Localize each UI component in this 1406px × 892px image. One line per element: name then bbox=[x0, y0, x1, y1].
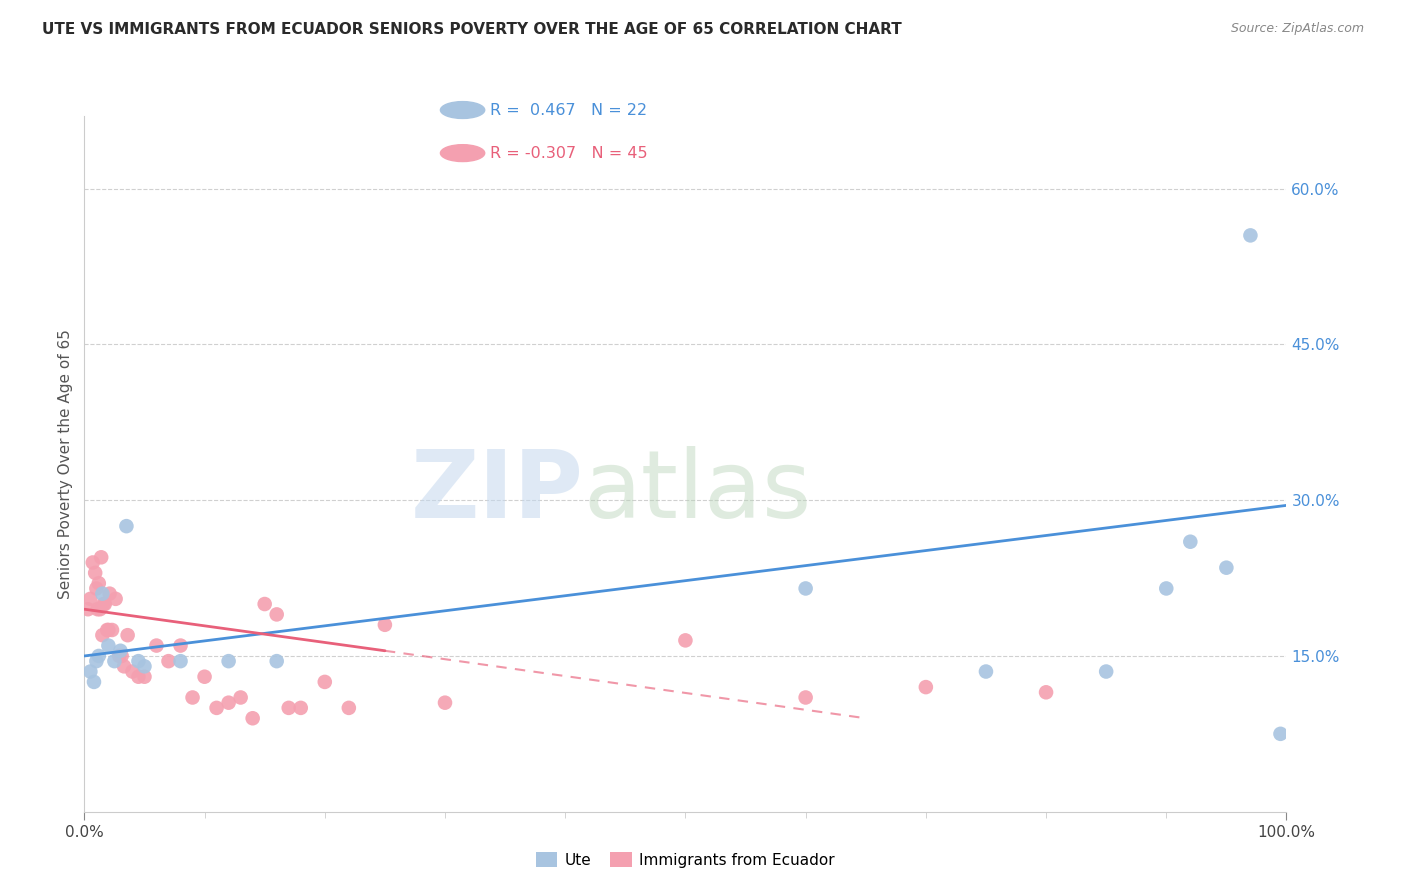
Point bbox=[83, 674, 105, 689]
Point bbox=[94, 597, 117, 611]
Point bbox=[434, 696, 457, 710]
Point bbox=[974, 665, 997, 679]
Point bbox=[794, 582, 817, 596]
Point bbox=[1215, 560, 1237, 574]
Point bbox=[134, 670, 156, 684]
Point bbox=[82, 556, 104, 570]
Point bbox=[86, 582, 108, 596]
Point bbox=[1239, 228, 1261, 243]
Y-axis label: Seniors Poverty Over the Age of 65: Seniors Poverty Over the Age of 65 bbox=[58, 329, 73, 599]
Point bbox=[97, 623, 120, 637]
Point bbox=[111, 648, 134, 663]
Point bbox=[205, 701, 228, 715]
Point bbox=[218, 696, 240, 710]
Point bbox=[117, 628, 139, 642]
Point bbox=[169, 639, 191, 653]
Point bbox=[108, 648, 131, 663]
Text: R = -0.307   N = 45: R = -0.307 N = 45 bbox=[489, 145, 647, 161]
Point bbox=[915, 680, 938, 694]
Point bbox=[103, 654, 125, 668]
Point bbox=[127, 670, 149, 684]
Point bbox=[89, 602, 111, 616]
Point bbox=[86, 654, 108, 668]
Point bbox=[121, 665, 143, 679]
Point bbox=[290, 701, 312, 715]
Point bbox=[79, 665, 101, 679]
Point bbox=[1180, 534, 1202, 549]
Point bbox=[1095, 665, 1118, 679]
Text: ZIP: ZIP bbox=[411, 446, 583, 538]
Point bbox=[87, 648, 110, 663]
Point bbox=[96, 623, 118, 637]
Text: R =  0.467   N = 22: R = 0.467 N = 22 bbox=[489, 103, 647, 118]
Point bbox=[104, 591, 127, 606]
Legend: Ute, Immigrants from Ecuador: Ute, Immigrants from Ecuador bbox=[530, 846, 841, 873]
Point bbox=[93, 597, 115, 611]
Point bbox=[229, 690, 252, 705]
Point bbox=[145, 639, 167, 653]
Point bbox=[86, 602, 108, 616]
Text: atlas: atlas bbox=[583, 446, 811, 538]
Point bbox=[90, 550, 112, 565]
Point bbox=[1156, 582, 1178, 596]
Point bbox=[1270, 727, 1292, 741]
Point bbox=[91, 587, 114, 601]
Text: UTE VS IMMIGRANTS FROM ECUADOR SENIORS POVERTY OVER THE AGE OF 65 CORRELATION CH: UTE VS IMMIGRANTS FROM ECUADOR SENIORS P… bbox=[42, 22, 901, 37]
Point bbox=[127, 654, 149, 668]
Point bbox=[77, 602, 100, 616]
Point bbox=[110, 644, 132, 658]
Point bbox=[115, 519, 138, 533]
Point bbox=[98, 587, 121, 601]
Point bbox=[181, 690, 204, 705]
Text: Source: ZipAtlas.com: Source: ZipAtlas.com bbox=[1230, 22, 1364, 36]
Point bbox=[253, 597, 276, 611]
Circle shape bbox=[440, 102, 485, 119]
Point bbox=[134, 659, 156, 673]
Point bbox=[675, 633, 697, 648]
Point bbox=[266, 654, 288, 668]
Point bbox=[84, 566, 107, 580]
Circle shape bbox=[440, 145, 485, 161]
Point bbox=[277, 701, 299, 715]
Point bbox=[337, 701, 360, 715]
Point bbox=[169, 654, 191, 668]
Point bbox=[91, 628, 114, 642]
Point bbox=[266, 607, 288, 622]
Point bbox=[101, 623, 124, 637]
Point bbox=[112, 659, 135, 673]
Point bbox=[97, 639, 120, 653]
Point bbox=[1035, 685, 1057, 699]
Point bbox=[242, 711, 264, 725]
Point bbox=[374, 617, 396, 632]
Point bbox=[314, 674, 336, 689]
Point bbox=[218, 654, 240, 668]
Point bbox=[157, 654, 180, 668]
Point bbox=[79, 591, 101, 606]
Point bbox=[794, 690, 817, 705]
Point bbox=[194, 670, 217, 684]
Point bbox=[87, 576, 110, 591]
